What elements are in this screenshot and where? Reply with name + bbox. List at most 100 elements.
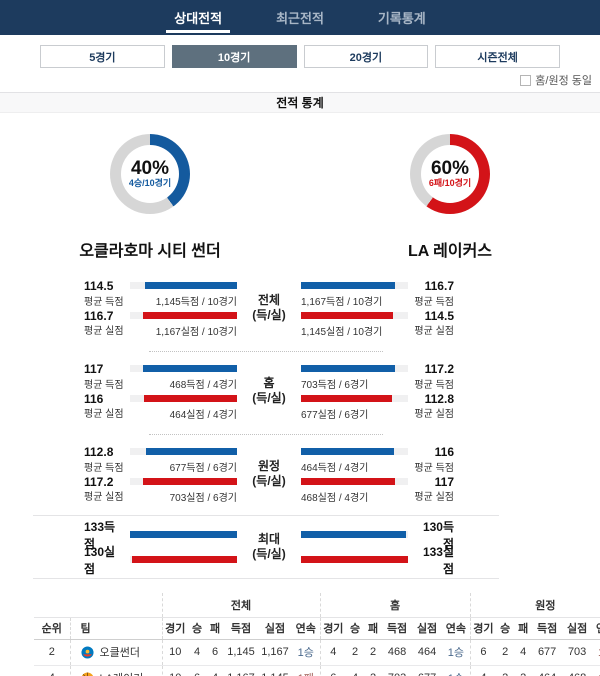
stat-caption: 1,167실점 / 10경기 xyxy=(155,327,237,338)
stat-value: 116 xyxy=(434,444,454,459)
left-winrate-detail: 4승/10경기 xyxy=(128,178,172,189)
filter-10-games[interactable]: 10경기 xyxy=(171,45,297,68)
stat-label: 평균 실점 xyxy=(84,326,124,337)
section-divider xyxy=(33,515,499,516)
stat-value: 112.8 xyxy=(84,444,114,459)
group-header-overall: 전체 xyxy=(161,593,321,618)
rank-value: 2 xyxy=(34,639,70,666)
concede-bar-right xyxy=(301,478,396,485)
group-header-away: 원정 xyxy=(469,593,600,618)
la-lakers-logo xyxy=(81,671,93,676)
stat-section-home: 117 홈 (득/실) 117.2 평균 득점 468득점 / 4경기 703득점… xyxy=(84,361,454,422)
stat-section-label: 홈 (득/실) xyxy=(252,376,286,405)
stat-label: 평균 득점 xyxy=(414,297,454,308)
stat-label: 평균 득점 xyxy=(414,463,454,474)
stat-caption: 464실점 / 4경기 xyxy=(169,410,237,421)
stat-value: 117 xyxy=(434,474,454,489)
stat-value: 114.5 xyxy=(84,278,114,293)
left-team-winrate-donut: 40% 4승/10경기 xyxy=(110,134,190,214)
score-bar-left xyxy=(130,531,237,538)
streak-badge: 1패 xyxy=(592,639,600,666)
streak-badge: 1승 xyxy=(292,639,321,666)
stat-value: 116.7 xyxy=(424,278,454,293)
right-winrate-percent: 60% xyxy=(430,158,470,180)
stat-caption: 703실점 / 6경기 xyxy=(169,493,237,504)
filter-season-all[interactable]: 시즌전체 xyxy=(435,45,560,68)
stat-caption: 464득점 / 4경기 xyxy=(301,463,369,474)
concede-bar-right xyxy=(301,312,394,319)
stat-label: 평균 득점 xyxy=(414,380,454,391)
standings-table: 전체 홈 원정 순위 팀 경기 승 패 득점 실점 연속 경기 승 패 득점 실… xyxy=(34,593,600,676)
concede-bar-left xyxy=(142,312,237,319)
group-header-home: 홈 xyxy=(319,593,471,618)
stat-caption: 1,167득점 / 10경기 xyxy=(301,297,383,308)
section-title-bar: 전적 통계 xyxy=(0,92,600,113)
team-name-cell: 오클썬더 xyxy=(99,647,140,659)
stat-value: 114.5 xyxy=(424,308,454,323)
tab-head-to-head[interactable]: 상대전적 xyxy=(164,0,232,35)
concede-bar-left xyxy=(132,556,237,563)
stat-value: 130득점 xyxy=(422,519,454,551)
right-team-name: LA 레이커스 xyxy=(407,243,493,260)
stat-section-label: 최대 (득/실) xyxy=(252,532,286,561)
filter-20-games[interactable]: 20경기 xyxy=(303,45,429,68)
score-bar-left xyxy=(144,282,237,289)
stat-caption: 677실점 / 6경기 xyxy=(301,410,369,421)
score-bar-left xyxy=(146,448,237,455)
stat-caption: 703득점 / 6경기 xyxy=(301,380,369,391)
left-winrate-percent: 40% xyxy=(130,158,170,180)
col-rank: 순위 xyxy=(34,617,70,640)
filter-5-games[interactable]: 5경기 xyxy=(40,45,165,68)
stat-label: 평균 득점 xyxy=(84,380,124,391)
home-away-same-label: 홈/원정 동일 xyxy=(535,75,592,87)
section-divider xyxy=(149,434,383,435)
score-bar-right xyxy=(301,531,406,538)
stat-label: 평균 실점 xyxy=(84,409,124,420)
stat-label: 평균 실점 xyxy=(84,492,124,503)
home-away-same-checkbox[interactable] xyxy=(520,74,532,86)
stat-value: 130실점 xyxy=(84,544,116,576)
streak-badge: 1승 xyxy=(442,665,471,676)
stat-value: 112.8 xyxy=(424,391,454,406)
streak-badge: 1승 xyxy=(442,639,471,666)
stat-caption: 677득점 / 6경기 xyxy=(169,463,237,474)
streak-badge: 1패 xyxy=(292,665,321,676)
stat-section-max: 133득점 최대 (득/실) 130득점 130실점 133실점 xyxy=(84,520,454,576)
home-away-same-row: 홈/원정 동일 xyxy=(0,68,600,92)
section-title: 전적 통계 xyxy=(276,96,324,110)
okc-thunder-logo xyxy=(80,645,94,659)
col-team: 팀 xyxy=(69,617,162,640)
stat-value: 133실점 xyxy=(422,544,454,576)
stat-value: 133득점 xyxy=(84,519,116,551)
stat-caption: 1,145득점 / 10경기 xyxy=(155,297,237,308)
stat-label: 평균 득점 xyxy=(84,297,124,308)
table-row-thunder[interactable]: 2 오클썬더 10 4 6 1,145 1,167 1승 4 2 2 xyxy=(34,639,600,666)
stat-section-label: 전체 (득/실) xyxy=(252,293,286,322)
stat-value: 117.2 xyxy=(424,361,454,376)
stat-label: 평균 실점 xyxy=(414,409,454,420)
concede-bar-left xyxy=(143,395,237,402)
right-winrate-detail: 6패/10경기 xyxy=(428,178,472,189)
stat-section-overall: 114.5 전체 (득/실) 116.7 평균 득점 1,145득점 / 10경기… xyxy=(84,278,454,339)
tab-recent-record[interactable]: 최근전적 xyxy=(276,11,324,26)
table-column-header: 순위 팀 경기 승 패 득점 실점 연속 경기 승 패 득점 실점 연속 경기 … xyxy=(34,617,600,640)
concede-bar-right xyxy=(301,395,392,402)
rank-value: 4 xyxy=(34,665,70,676)
stat-label: 평균 실점 xyxy=(414,492,454,503)
stat-section-label: 원정 (득/실) xyxy=(252,459,286,488)
streak-badge: 1패 xyxy=(592,665,600,676)
stat-value: 117.2 xyxy=(84,474,114,489)
section-divider xyxy=(149,351,383,352)
concede-bar-left xyxy=(142,478,237,485)
score-bar-right xyxy=(301,282,396,289)
score-bar-right xyxy=(301,448,395,455)
tab-record-stats[interactable]: 기록통계 xyxy=(377,11,426,26)
section-divider xyxy=(33,578,499,579)
stat-label: 평균 실점 xyxy=(414,326,454,337)
stat-value: 117 xyxy=(84,361,104,376)
score-bar-left xyxy=(142,365,237,372)
stat-caption: 1,145실점 / 10경기 xyxy=(301,327,383,338)
score-bar-right xyxy=(301,365,396,372)
